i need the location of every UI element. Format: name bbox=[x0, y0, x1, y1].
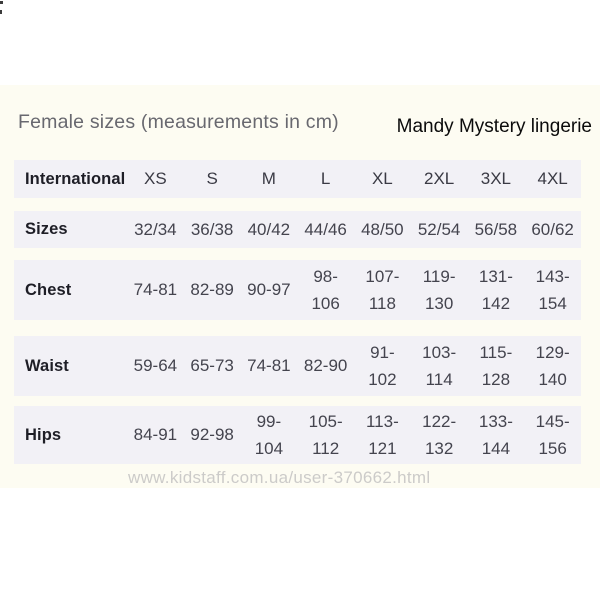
table-cell: 56/58 bbox=[474, 219, 518, 239]
table-cell: 82-89 bbox=[190, 280, 234, 300]
scan-artifact-dot bbox=[0, 1, 3, 4]
scan-artifact-dot bbox=[0, 10, 2, 14]
table-cell: 91- 102 bbox=[368, 342, 397, 389]
table-cell: 36/38 bbox=[190, 219, 234, 239]
table-cell: 105- 112 bbox=[308, 411, 343, 458]
header-cell-s: S bbox=[206, 169, 218, 189]
table-row-hips: Hips 84-91 92-98 99- 104 105- 112 113- 1… bbox=[14, 406, 581, 464]
table-cell: 133- 144 bbox=[478, 411, 513, 458]
row-label-hips: Hips bbox=[25, 425, 62, 444]
table-cell: 119- 130 bbox=[422, 266, 456, 313]
table-cell: 74-81 bbox=[133, 280, 178, 300]
table-cell: 82-90 bbox=[303, 356, 348, 376]
row-label-international: International bbox=[25, 169, 126, 188]
table-header-row: International XS S M L XL 2XL 3XL 4XL bbox=[14, 160, 581, 198]
table-cell: 44/46 bbox=[304, 219, 347, 239]
header-cell-2xl: 2XL bbox=[424, 169, 455, 189]
table-cell: 113- 121 bbox=[365, 411, 399, 458]
table-cell: 59-64 bbox=[133, 356, 178, 376]
row-label-sizes: Sizes bbox=[25, 220, 68, 238]
table-row-sizes: Sizes 32/34 36/38 40/42 44/46 48/50 52/5… bbox=[14, 211, 581, 248]
header-cell-4xl: 4XL bbox=[537, 169, 568, 189]
header-cell-xl: XL bbox=[371, 169, 393, 189]
table-cell: 92-98 bbox=[190, 425, 234, 445]
table-cell: 48/50 bbox=[361, 219, 404, 239]
table-cell: 60/62 bbox=[531, 219, 574, 239]
table-cell: 40/42 bbox=[247, 219, 291, 239]
table-cell: 129- 140 bbox=[535, 342, 570, 389]
table-cell: 145- 156 bbox=[535, 411, 570, 458]
table-cell: 99- 104 bbox=[254, 411, 284, 458]
table-row-chest: Chest 74-81 82-89 90-97 98- 106 107- 118… bbox=[14, 260, 581, 320]
table-cell: 90-97 bbox=[247, 280, 291, 300]
size-table: International XS S M L XL 2XL 3XL 4XL Si… bbox=[14, 160, 581, 464]
table-cell: 103- 114 bbox=[422, 342, 457, 389]
table-cell: 143- 154 bbox=[535, 266, 570, 313]
brand-name: Mandy Mystery lingerie bbox=[396, 116, 592, 137]
table-cell: 98- 106 bbox=[311, 266, 340, 313]
table-cell: 122- 132 bbox=[422, 411, 457, 458]
table-cell: 107- 118 bbox=[365, 266, 400, 313]
header-cell-m: M bbox=[261, 169, 276, 189]
watermark-url: www.kidstaff.com.ua/user-370662.html bbox=[128, 468, 431, 487]
table-row-waist: Waist 59-64 65-73 74-81 82-90 91- 102 10… bbox=[14, 336, 581, 396]
table-cell: 84-91 bbox=[133, 425, 178, 445]
table-cell: 65-73 bbox=[190, 356, 234, 376]
table-cell: 115- 128 bbox=[479, 342, 513, 389]
row-label-chest: Chest bbox=[25, 280, 72, 299]
header-cell-xs: XS bbox=[144, 169, 167, 189]
table-cell: 131- 142 bbox=[478, 266, 513, 313]
page-title: Female sizes (measurements in cm) bbox=[18, 111, 339, 133]
table-cell: 74-81 bbox=[247, 356, 291, 376]
table-cell: 52/54 bbox=[417, 219, 461, 239]
header-cell-l: L bbox=[320, 169, 331, 189]
row-label-waist: Waist bbox=[25, 356, 69, 375]
header-cell-3xl: 3XL bbox=[480, 169, 511, 189]
table-cell: 32/34 bbox=[134, 219, 177, 239]
